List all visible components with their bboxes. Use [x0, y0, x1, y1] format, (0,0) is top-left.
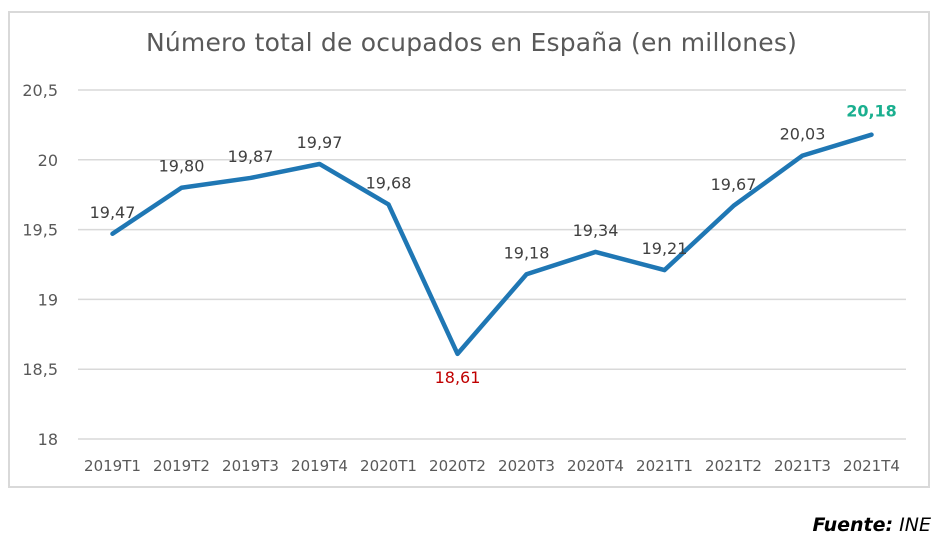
data-label: 18,61 [435, 368, 481, 387]
source-label: Fuente: [812, 514, 894, 536]
x-tick-label: 2021T4 [843, 457, 900, 475]
x-tick-label: 2021T2 [705, 457, 762, 475]
y-tick-label: 18 [38, 430, 58, 449]
chart-title: Número total de ocupados en España (en m… [145, 28, 798, 57]
source-note: Fuente: INE [812, 514, 931, 536]
data-label: 19,18 [504, 243, 550, 262]
data-label: 19,67 [711, 175, 757, 194]
data-label: 20,03 [780, 125, 826, 144]
series-ocupados [110, 132, 874, 357]
x-tick-label: 2019T3 [222, 457, 279, 475]
x-tick-label: 2019T4 [291, 457, 348, 475]
x-tick-label: 2020T4 [567, 457, 624, 475]
x-tick-label: 2020T2 [429, 457, 486, 475]
y-tick-label: 20,5 [22, 81, 58, 100]
y-tick-label: 19 [38, 290, 58, 309]
x-tick-label: 2021T1 [636, 457, 693, 475]
x-tick-label: 2019T2 [153, 457, 210, 475]
y-tick-label: 19,5 [22, 221, 58, 240]
data-label: 19,21 [642, 239, 688, 258]
data-label: 19,47 [90, 203, 136, 222]
data-label: 19,34 [573, 221, 619, 240]
data-label: 19,80 [159, 157, 205, 176]
y-tick-label: 18,5 [22, 360, 58, 379]
x-tick-label: 2021T3 [774, 457, 831, 475]
data-label: 19,68 [366, 173, 412, 192]
gridlines [78, 89, 906, 440]
series-line [110, 132, 874, 357]
x-tick-label: 2020T3 [498, 457, 555, 475]
y-tick-label: 20 [38, 151, 58, 170]
source-value: INE [899, 514, 931, 536]
x-tick-label: 2019T1 [84, 457, 141, 475]
x-axis-ticks: 2019T1 2019T2 2019T3 2019T4 2020T1 2020T2 2020… [84, 457, 900, 475]
data-label: 20,18 [846, 102, 897, 121]
y-axis-ticks: 18 18,5 19 19,5 20 20,5 [22, 81, 58, 449]
data-label: 19,97 [297, 133, 343, 152]
data-label: 19,87 [228, 147, 274, 166]
data-labels: 19,47 19,80 19,87 19,97 19,68 18,61 19,18 19,34… [90, 102, 897, 387]
x-tick-label: 2020T1 [360, 457, 417, 475]
